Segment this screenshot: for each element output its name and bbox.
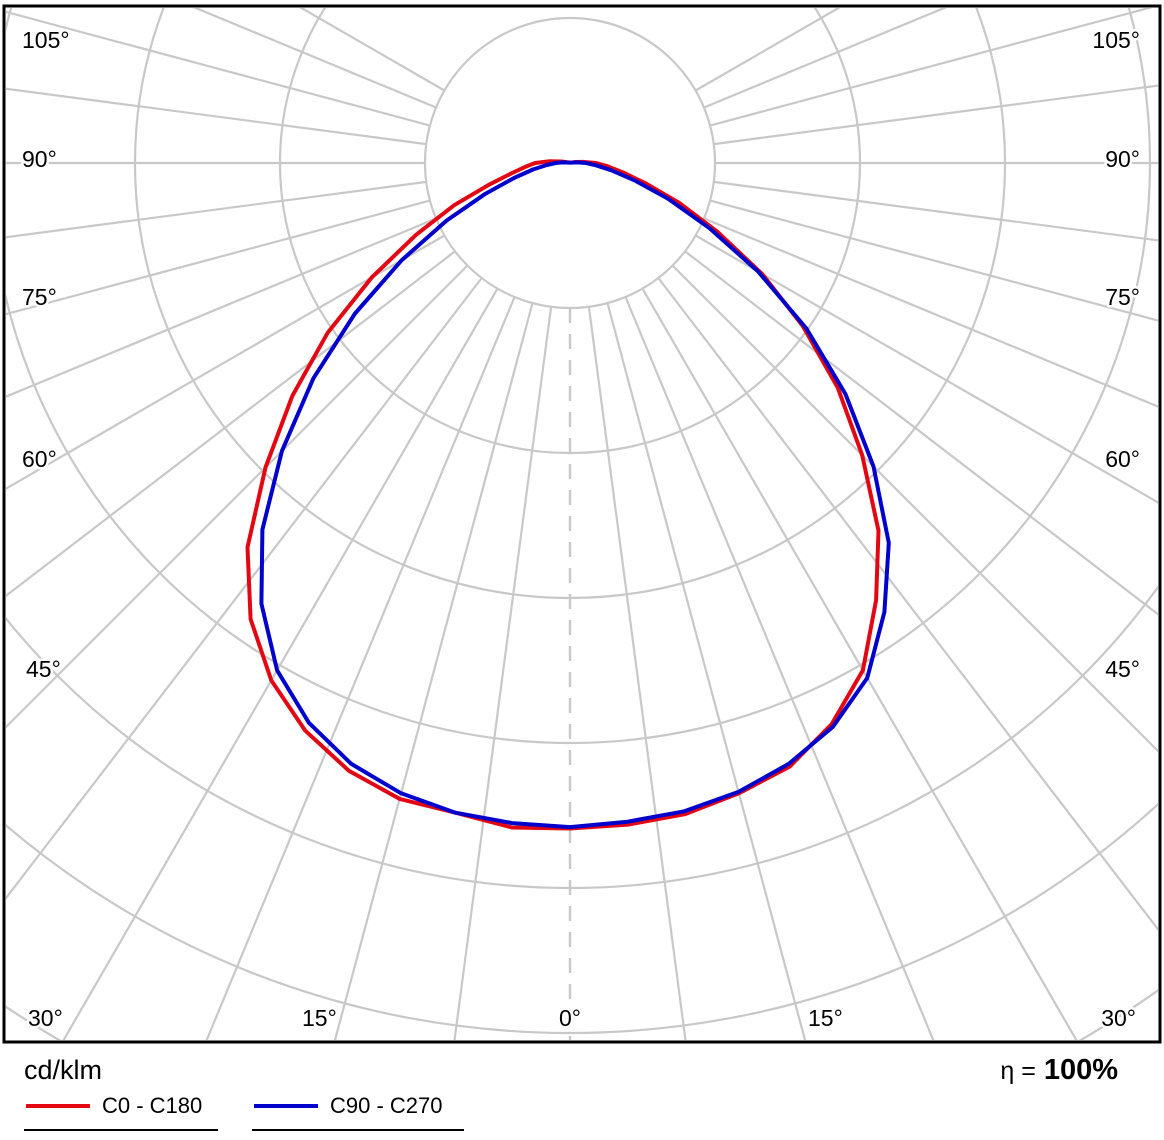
legend-label-c90-c270: C90 - C270 [330, 1093, 443, 1118]
grid-spoke [641, 288, 1078, 1040]
grid-spoke [624, 296, 935, 1040]
angle-label: 0° [559, 1005, 581, 1031]
angle-label: 75° [1105, 284, 1140, 310]
angle-label: 45° [26, 656, 61, 682]
legend-item-c90-c270: C90 - C270 [252, 1089, 464, 1131]
chart-frame [2, 4, 1162, 1044]
c0-c180-line-swatch [26, 1104, 90, 1108]
grid-ring [278, 8, 862, 455]
grid-spoke [6, 217, 437, 398]
grid-spoke [205, 296, 516, 1040]
grid-spoke [6, 199, 431, 316]
curve-c0-c180 [245, 159, 881, 831]
efficiency-label: η = 100% [1000, 1054, 1118, 1087]
grid-spoke [684, 250, 1158, 616]
grid-spoke [671, 264, 1158, 753]
grid-spoke [62, 288, 499, 1040]
grid-ring [6, 802, 1158, 1034]
c90-c270-line-swatch [254, 1104, 318, 1108]
polar-grid [6, 8, 1158, 1040]
grid-spoke [606, 302, 807, 1040]
grid-spoke [713, 84, 1158, 146]
angle-label: 90° [1105, 146, 1140, 172]
grid-spoke [453, 306, 553, 1040]
legend-item-c0-c180: C0 - C180 [24, 1089, 218, 1131]
grid-spoke [709, 199, 1158, 322]
grid-spoke [695, 234, 1158, 504]
angle-label: 90° [22, 146, 57, 172]
angle-label: 75° [22, 284, 57, 310]
grid-spoke [192, 8, 437, 109]
grid-spoke [6, 277, 483, 900]
grid-spoke [713, 180, 1158, 242]
legend-label-c0-c180: C0 - C180 [102, 1093, 203, 1118]
grid-spoke [703, 8, 948, 109]
angle-label: 30° [28, 1005, 63, 1031]
legend: C0 - C180 C90 - C270 [0, 1089, 1164, 1131]
polar-chart: 105° 90° 75° 60° 45° 30° 15° 0° 15° 30° 45° 60° 75° 9… [2, 4, 1162, 1044]
chart-footer: cd/klm η = 100% C0 - C180 C90 - C270 [0, 1048, 1164, 1140]
curve-c90-c270 [259, 160, 891, 830]
grid-spoke [6, 180, 427, 239]
eta-value: 100% [1043, 1054, 1118, 1086]
grid-spoke [6, 250, 456, 598]
angle-label: 105° [1092, 27, 1140, 53]
angle-labels: 105° 90° 75° 60° 45° 30° 15° 0° 15° 30° 45° 60° 75° 9… [20, 25, 1143, 1034]
grid-ring [6, 585, 1158, 889]
unit-label: cd/klm [24, 1055, 103, 1085]
eta-symbol: η = [1000, 1057, 1036, 1085]
angle-label: 30° [1101, 1005, 1136, 1031]
angle-label: 60° [22, 446, 57, 472]
grid-spoke [657, 277, 1158, 932]
grid-spoke [587, 306, 687, 1040]
grid-spoke [333, 302, 534, 1040]
intensity-curves [245, 159, 891, 831]
angle-label: 15° [808, 1005, 843, 1031]
grid-spoke [6, 10, 431, 127]
grid-spoke [6, 234, 445, 490]
angle-label: 15° [302, 1005, 337, 1031]
grid-spoke [709, 8, 1153, 127]
grid-spoke [6, 87, 427, 146]
angle-label: 105° [22, 27, 70, 53]
footer-top-row: cd/klm η = 100% [0, 1048, 1164, 1087]
grid-spoke [703, 217, 1158, 408]
grid-spoke [6, 264, 469, 729]
angle-label: 45° [1105, 656, 1140, 682]
angle-label: 60° [1105, 446, 1140, 472]
